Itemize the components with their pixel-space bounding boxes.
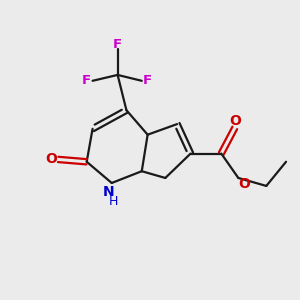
Text: O: O: [230, 114, 241, 128]
Text: O: O: [238, 177, 250, 191]
Text: N: N: [102, 185, 114, 199]
Text: F: F: [82, 74, 91, 87]
Text: F: F: [143, 74, 152, 87]
Text: O: O: [45, 152, 57, 167]
Text: H: H: [109, 195, 118, 208]
Text: F: F: [113, 38, 122, 50]
